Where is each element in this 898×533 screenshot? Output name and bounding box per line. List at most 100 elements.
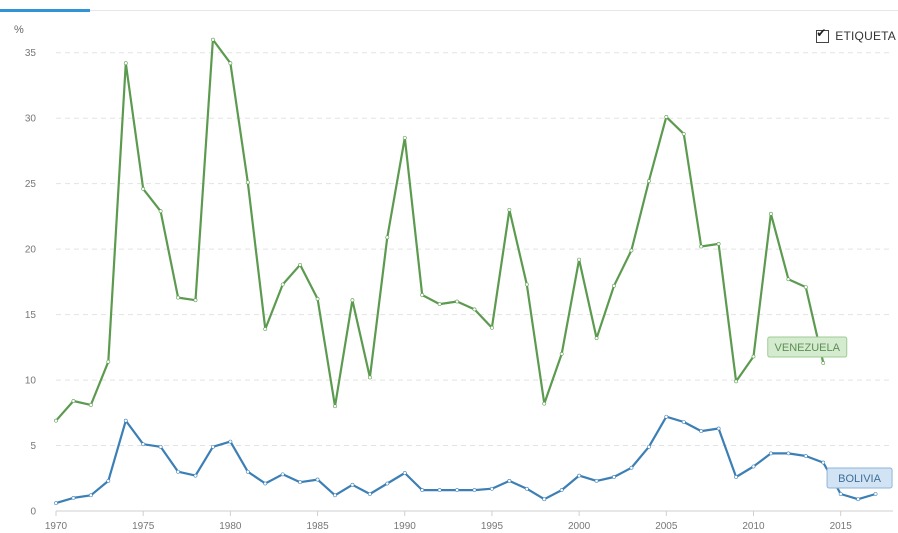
bolivia-data-point bbox=[681, 420, 686, 424]
venezuela-data-point bbox=[559, 351, 564, 356]
label-toggle-checkbox[interactable]: ✔ bbox=[816, 25, 830, 43]
venezuela-data-point bbox=[507, 207, 512, 212]
header-divider bbox=[90, 10, 898, 11]
axis-layer: 0 5 10 15 20 25 30 35 1970 1975 1980 1985 1990 1995 20… bbox=[25, 48, 893, 532]
bolivia-data-point bbox=[141, 442, 146, 447]
bolivia-data-point bbox=[350, 482, 355, 487]
bolivia-data-point bbox=[437, 488, 442, 492]
venezuela-data-point bbox=[106, 359, 111, 364]
venezuela-data-point bbox=[402, 135, 407, 140]
venezuela-data-point bbox=[803, 285, 808, 290]
venezuela-data-point bbox=[333, 404, 337, 409]
venezuela-data-point bbox=[88, 403, 93, 407]
bolivia-data-point bbox=[211, 444, 215, 449]
bolivia-data-point bbox=[577, 473, 582, 478]
venezuela-data-point bbox=[385, 235, 390, 240]
venezuela-data-point bbox=[646, 179, 651, 183]
venezuela-data-point bbox=[612, 283, 616, 288]
y-tick-label: 15 bbox=[25, 310, 37, 321]
bolivia-tag-box bbox=[826, 467, 893, 489]
bolivia-data-point bbox=[193, 473, 198, 478]
x-tick-label: 2010 bbox=[742, 521, 765, 532]
bolivia-data-point bbox=[315, 477, 320, 482]
x-tick-label: 1980 bbox=[219, 521, 242, 532]
venezuela-data-point bbox=[158, 209, 163, 214]
bolivia-data-point bbox=[123, 418, 128, 423]
checkmark-icon: ✔ bbox=[816, 25, 827, 40]
bolivia-data-point bbox=[821, 460, 826, 465]
bolivia-data-point bbox=[420, 488, 425, 492]
bolivia-data-point bbox=[524, 486, 529, 491]
bolivia-data-point bbox=[769, 451, 773, 456]
bolivia-data-point bbox=[838, 492, 843, 496]
bolivia-data-point bbox=[245, 469, 250, 474]
y-axis-unit-label: % bbox=[14, 24, 24, 36]
bolivia-tag-label: BOLIVIA bbox=[838, 473, 881, 485]
bolivia-data-point bbox=[455, 488, 459, 492]
venezuela-data-point bbox=[367, 375, 372, 380]
venezuela-data-point bbox=[176, 295, 180, 300]
venezuela-data-point bbox=[524, 282, 529, 287]
venezuela-data-point bbox=[123, 61, 128, 66]
x-tick-label: 2000 bbox=[568, 521, 591, 532]
bolivia-data-point bbox=[54, 501, 58, 506]
venezuela-series-tag: VENEZUELA bbox=[767, 336, 848, 358]
bolivia-series-line bbox=[55, 415, 876, 505]
bolivia-data-point bbox=[176, 469, 180, 474]
venezuela-data-point bbox=[280, 282, 285, 287]
venezuela-data-point bbox=[681, 132, 686, 136]
bolivia-data-point bbox=[751, 464, 756, 469]
bolivia-data-point bbox=[699, 429, 704, 434]
venezuela-data-point bbox=[594, 336, 599, 341]
venezuela-data-point bbox=[350, 298, 355, 303]
venezuela-data-point bbox=[193, 298, 198, 303]
bolivia-data-point bbox=[88, 493, 93, 498]
venezuela-data-point bbox=[734, 379, 738, 384]
bolivia-data-point bbox=[106, 478, 111, 483]
venezuela-data-point bbox=[769, 211, 773, 216]
venezuela-data-point bbox=[298, 262, 303, 267]
venezuela-data-point bbox=[228, 61, 233, 66]
bolivia-data-point bbox=[71, 496, 76, 500]
bolivia-data-point bbox=[873, 492, 878, 496]
bolivia-data-point bbox=[803, 454, 808, 458]
bolivia-data-point bbox=[280, 472, 285, 477]
venezuela-data-point bbox=[577, 257, 582, 262]
grid-layer bbox=[56, 52, 893, 447]
bolivia-data-point bbox=[559, 488, 564, 492]
venezuela-data-point bbox=[699, 244, 704, 249]
bolivia-data-point bbox=[385, 481, 390, 486]
venezuela-data-point bbox=[629, 248, 634, 253]
bolivia-series-tag: BOLIVIA bbox=[826, 467, 893, 489]
bolivia-data-point bbox=[594, 478, 599, 483]
bolivia-data-point bbox=[333, 493, 337, 498]
x-tick-label: 1990 bbox=[394, 521, 417, 532]
bolivia-data-point bbox=[263, 481, 268, 486]
venezuela-data-point bbox=[315, 296, 320, 301]
y-tick-label: 20 bbox=[25, 245, 37, 256]
label-toggle[interactable]: ✔ ETIQUETA bbox=[816, 25, 896, 43]
venezuela-data-point bbox=[786, 277, 791, 282]
active-tab-indicator bbox=[0, 9, 90, 12]
venezuela-data-point bbox=[71, 399, 76, 403]
venezuela-tag-box bbox=[767, 336, 848, 358]
venezuela-data-point bbox=[54, 418, 58, 423]
bolivia-data-point bbox=[856, 497, 861, 502]
bolivia-data-point bbox=[716, 426, 721, 431]
bolivia-data-point bbox=[490, 486, 494, 491]
bolivia-data-point bbox=[786, 451, 791, 456]
venezuela-data-point bbox=[455, 299, 459, 304]
y-tick-label: 10 bbox=[25, 376, 37, 387]
venezuela-data-point bbox=[821, 361, 826, 365]
series-layer bbox=[54, 37, 878, 506]
venezuela-data-point bbox=[211, 37, 215, 42]
bolivia-data-point bbox=[664, 414, 669, 419]
venezuela-data-point bbox=[542, 401, 547, 406]
bolivia-data-point bbox=[228, 439, 233, 444]
venezuela-data-point bbox=[490, 325, 494, 330]
venezuela-data-point bbox=[437, 302, 442, 307]
series-tag-layer: VENEZUELA BOLIVIA bbox=[767, 336, 893, 489]
y-tick-label: 25 bbox=[25, 179, 37, 190]
bolivia-data-point bbox=[612, 475, 616, 479]
